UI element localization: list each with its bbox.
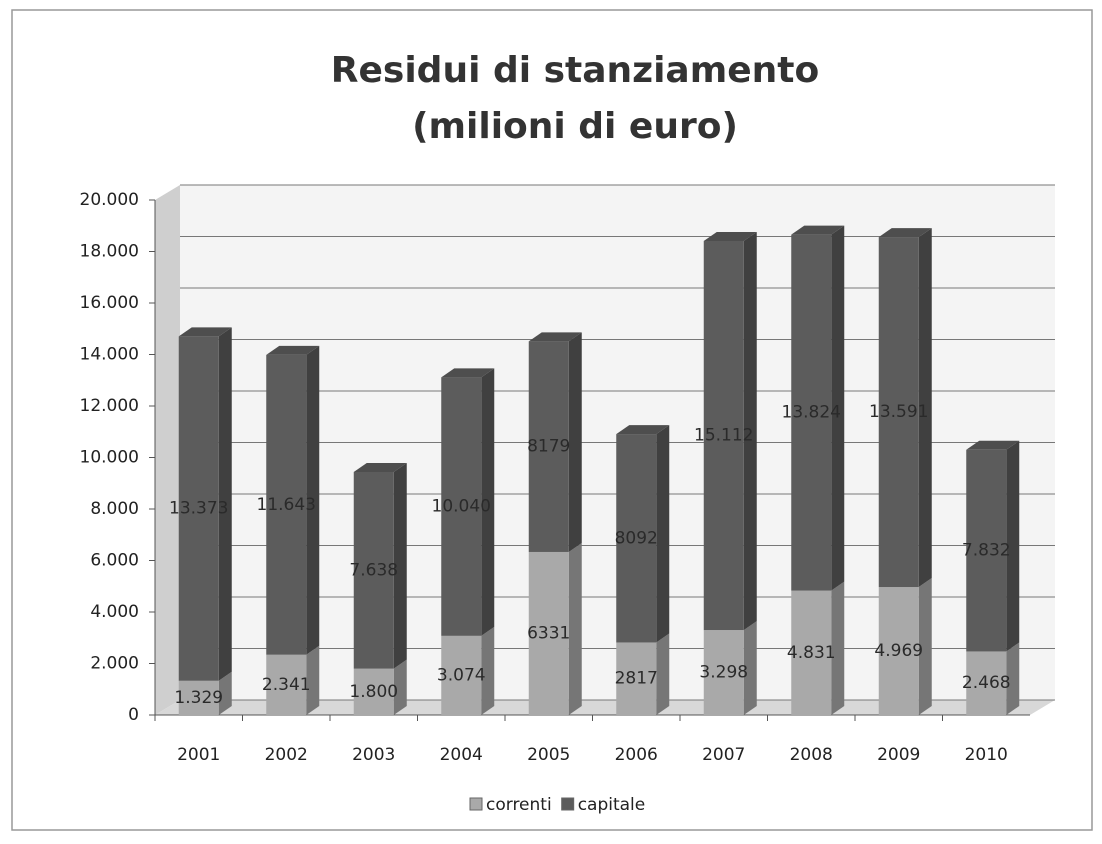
chart-subtitle: (milioni di euro)	[412, 106, 738, 147]
x-tick-label: 2003	[352, 745, 395, 765]
bar	[266, 654, 307, 715]
data-label: 13.591	[869, 402, 928, 422]
bar-side	[918, 578, 932, 715]
x-tick-label: 2009	[877, 745, 920, 765]
bar	[791, 590, 832, 715]
bar-top	[266, 345, 320, 355]
bar-side	[743, 621, 757, 715]
bar-side	[306, 345, 320, 655]
bar	[528, 341, 569, 552]
bar	[178, 336, 219, 681]
bar	[966, 449, 1007, 652]
bar-side	[481, 626, 495, 715]
x-tick-label: 2005	[527, 745, 570, 765]
bar-top	[878, 228, 932, 238]
data-label: 2.341	[262, 675, 311, 695]
legend-label: capitale	[578, 795, 646, 815]
bar-top	[178, 327, 232, 337]
bar-side	[656, 425, 670, 643]
bar	[616, 434, 657, 643]
bar-top	[791, 225, 845, 235]
bar-top	[528, 332, 582, 342]
bar-side	[218, 671, 232, 715]
bar-top	[616, 425, 670, 435]
bar	[178, 680, 219, 715]
y-tick-label: 10.000	[80, 448, 139, 468]
data-label: 13.824	[782, 403, 841, 423]
bar	[703, 630, 744, 715]
bar-side	[568, 332, 582, 552]
chart-title: Residui di stanziamento	[331, 50, 819, 91]
bar-side	[393, 462, 407, 669]
data-label: 10.040	[432, 497, 491, 517]
y-tick-label: 4.000	[90, 602, 139, 622]
data-label: 7.832	[962, 541, 1011, 561]
y-tick-label: 6.000	[90, 551, 139, 571]
bar-side	[831, 225, 845, 591]
bar-side	[306, 645, 320, 715]
x-tick-label: 2010	[965, 745, 1008, 765]
bar	[878, 237, 919, 588]
legend-swatch	[469, 797, 483, 811]
x-tick-label: 2002	[265, 745, 308, 765]
x-tick-label: 2007	[702, 745, 745, 765]
bar	[966, 651, 1007, 715]
data-label: 3.298	[699, 663, 748, 683]
legend-swatch	[561, 797, 575, 811]
data-label: 8179	[527, 437, 570, 457]
bar-side	[393, 659, 407, 715]
side-wall	[155, 185, 180, 715]
bar	[791, 234, 832, 591]
bar-side	[831, 581, 845, 715]
data-label: 11.643	[257, 495, 316, 515]
bar	[441, 635, 482, 715]
data-label: 2.468	[962, 673, 1011, 693]
bar-side	[656, 633, 670, 715]
y-tick-label: 8.000	[90, 499, 139, 519]
bar-side	[1006, 642, 1020, 715]
data-label: 2817	[615, 669, 658, 689]
bar	[878, 587, 919, 715]
legend-label: correnti	[486, 795, 552, 815]
bar-side	[218, 327, 232, 681]
bar-side	[918, 228, 932, 588]
bar-side	[743, 231, 757, 631]
y-tick-label: 18.000	[80, 242, 139, 262]
bar-top	[441, 368, 495, 378]
bar	[353, 471, 394, 669]
bar	[441, 377, 482, 636]
data-label: 13.373	[169, 499, 228, 519]
data-label: 7.638	[349, 560, 398, 580]
bar	[266, 354, 307, 655]
bar	[616, 642, 657, 715]
data-label: 15.112	[694, 426, 753, 446]
x-tick-label: 2001	[177, 745, 220, 765]
x-tick-label: 2004	[440, 745, 483, 765]
y-tick-label: 14.000	[80, 345, 139, 365]
y-tick-label: 0	[128, 705, 139, 725]
data-label: 6331	[527, 623, 570, 643]
bar-top	[703, 231, 757, 241]
x-tick-label: 2008	[790, 745, 833, 765]
bar-top	[353, 462, 407, 472]
data-label: 3.074	[437, 665, 486, 685]
bar	[353, 668, 394, 715]
data-label: 4.831	[787, 643, 836, 663]
y-tick-label: 20.000	[80, 190, 139, 210]
data-label: 1.800	[349, 682, 398, 702]
bar	[528, 551, 569, 715]
bar	[703, 240, 744, 631]
x-tick-label: 2006	[615, 745, 658, 765]
y-tick-label: 12.000	[80, 396, 139, 416]
bar-top	[966, 440, 1020, 450]
data-label: 1.329	[174, 688, 223, 708]
bar-side	[1006, 440, 1020, 652]
data-label: 4.969	[874, 641, 923, 661]
y-tick-label: 2.000	[90, 654, 139, 674]
y-tick-label: 16.000	[80, 293, 139, 313]
data-label: 8092	[615, 528, 658, 548]
bar-side	[568, 542, 582, 715]
bar-side	[481, 368, 495, 636]
